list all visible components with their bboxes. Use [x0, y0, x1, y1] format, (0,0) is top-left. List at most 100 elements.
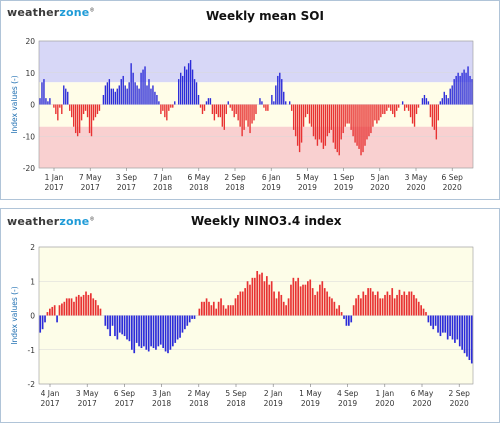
- bar: [388, 104, 390, 108]
- bar: [55, 104, 57, 115]
- x-tick-label: 4 Jan: [41, 389, 60, 398]
- bar: [67, 91, 69, 105]
- bar: [73, 301, 75, 316]
- x-tick-year: 2020: [375, 399, 394, 408]
- bar: [285, 305, 287, 316]
- bar: [396, 294, 398, 316]
- bar: [457, 72, 459, 105]
- bar: [221, 104, 224, 127]
- bar: [144, 66, 146, 105]
- bar: [85, 291, 87, 316]
- bar: [78, 104, 81, 134]
- bar: [417, 301, 420, 316]
- y-tick-label: -2: [28, 380, 36, 389]
- bar: [397, 104, 400, 108]
- bar: [343, 315, 345, 319]
- bar: [189, 60, 192, 105]
- bar: [43, 79, 45, 105]
- bar: [328, 104, 331, 134]
- bar: [401, 101, 404, 105]
- bar: [308, 104, 311, 124]
- x-tick-year: 2017: [40, 399, 59, 408]
- bar: [89, 293, 92, 316]
- bar: [455, 75, 457, 105]
- bar: [49, 308, 51, 316]
- bar: [302, 104, 305, 127]
- x-tick-year: 2019: [264, 399, 283, 408]
- bar: [243, 104, 245, 130]
- bar: [403, 291, 406, 316]
- bar: [87, 294, 90, 316]
- soi-chart-panel: weatherzone® Weekly mean SOI 20 10 0 -10 -20…: [0, 0, 500, 200]
- bar: [335, 308, 338, 316]
- bar: [233, 104, 235, 118]
- x-tick-year: 2020: [412, 399, 431, 408]
- bar: [241, 104, 243, 137]
- x-tick-label: 2 Sep: [449, 389, 471, 398]
- bar: [466, 315, 468, 357]
- bar: [246, 281, 249, 316]
- bar: [378, 104, 380, 121]
- bar: [70, 298, 73, 316]
- x-tick-label: 2 May: [187, 389, 210, 398]
- bar: [439, 101, 441, 105]
- bar: [80, 104, 83, 121]
- x-tick-label: 5 Sep: [225, 389, 247, 398]
- bar: [275, 298, 278, 316]
- bar: [380, 104, 382, 118]
- bar: [463, 69, 465, 105]
- bar: [162, 315, 165, 349]
- bar: [104, 315, 107, 326]
- bar: [358, 104, 360, 149]
- bar: [394, 104, 396, 118]
- bar: [217, 104, 220, 118]
- bar: [417, 104, 420, 108]
- bar: [130, 63, 132, 105]
- bar: [300, 104, 303, 143]
- bar: [326, 104, 329, 137]
- bar: [411, 104, 414, 124]
- bar: [245, 104, 247, 121]
- bar: [232, 305, 234, 316]
- y-axis-label: Index values (-): [10, 75, 19, 133]
- bar: [431, 104, 434, 127]
- bar: [99, 308, 102, 316]
- bar: [198, 308, 201, 316]
- bar: [164, 315, 167, 352]
- bar: [342, 104, 344, 134]
- y-tick-label: 0: [30, 101, 35, 110]
- bar: [220, 298, 222, 316]
- bar: [185, 69, 188, 105]
- bar: [166, 104, 168, 121]
- bar: [379, 298, 382, 316]
- bar: [229, 104, 231, 108]
- nino-chart-title: Weekly NINO3.4 index: [191, 214, 342, 228]
- bar: [116, 88, 118, 105]
- bar: [249, 104, 251, 134]
- bar: [251, 277, 254, 316]
- bar: [374, 294, 377, 316]
- bar: [88, 104, 91, 134]
- x-tick-year: 2017: [117, 183, 136, 192]
- bar: [94, 300, 97, 316]
- bar: [104, 85, 107, 105]
- bar: [439, 315, 442, 337]
- bar: [467, 66, 469, 105]
- bar: [331, 298, 333, 316]
- bar: [155, 315, 157, 350]
- bar: [434, 315, 437, 326]
- bar: [294, 104, 297, 137]
- plot-frame: [38, 246, 474, 385]
- bar: [222, 305, 225, 316]
- bar: [344, 104, 346, 127]
- bar: [360, 104, 362, 156]
- bar: [302, 284, 304, 316]
- bar: [333, 301, 336, 316]
- bar: [273, 101, 275, 105]
- bar: [80, 296, 83, 316]
- bar: [142, 69, 144, 105]
- bar: [364, 104, 366, 146]
- bar: [247, 104, 249, 127]
- nino-chart-panel: weatherzone® Weekly NINO3.4 index 2 1 0 -1 -…: [0, 208, 500, 423]
- y-tick-label: 0: [30, 312, 35, 321]
